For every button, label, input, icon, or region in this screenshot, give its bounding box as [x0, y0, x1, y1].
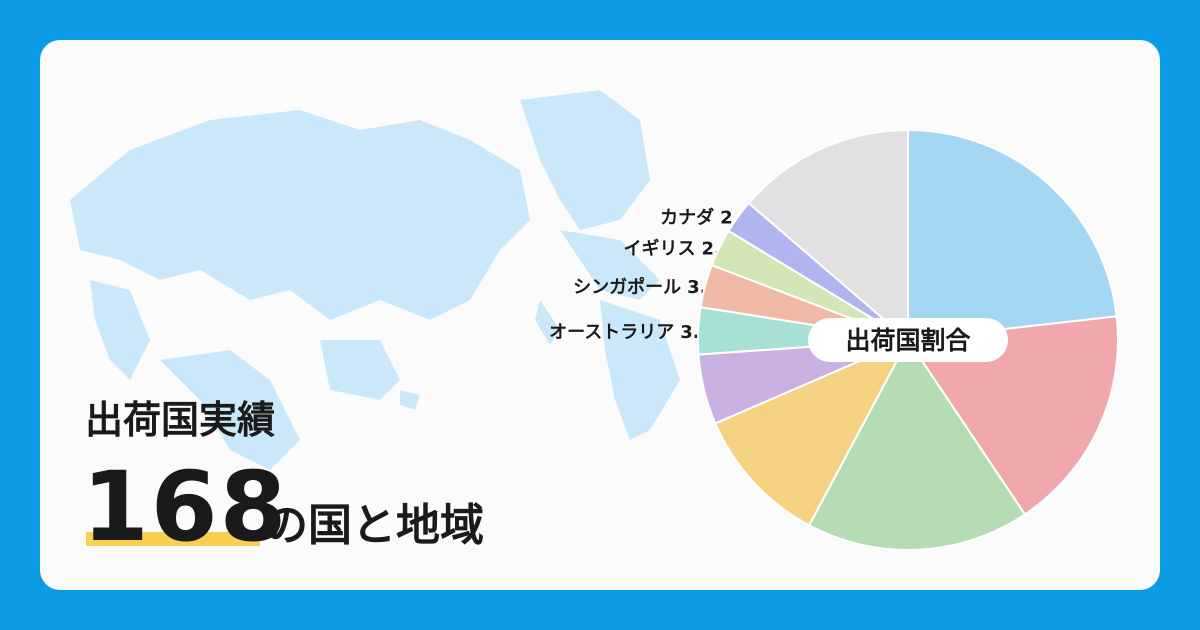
- category-label: シンガポール: [573, 276, 681, 298]
- pie-slice: [713, 337, 911, 527]
- world-map: [70, 90, 680, 470]
- category-label: カナダ: [660, 207, 714, 229]
- pie-slice: [906, 315, 1119, 516]
- headline-label: 出荷国実績: [85, 398, 275, 442]
- headline-number: 168: [82, 451, 288, 563]
- headline-suffix: の国と地域: [264, 500, 484, 551]
- category-label: イギリス: [623, 239, 695, 260]
- pie-slice: [807, 338, 1027, 551]
- chart-title: 出荷国割合: [845, 326, 971, 355]
- category-label: オーストラリア: [549, 322, 674, 343]
- pie-slice: [907, 128, 1118, 342]
- highlight: [86, 532, 260, 546]
- center-badge: [808, 318, 1008, 362]
- pie-chart: アメリカ23.2%台湾17.4%香港17.2%韓国10.7%中国5.4%オースト…: [549, 128, 1119, 551]
- pie-slice: [747, 128, 909, 343]
